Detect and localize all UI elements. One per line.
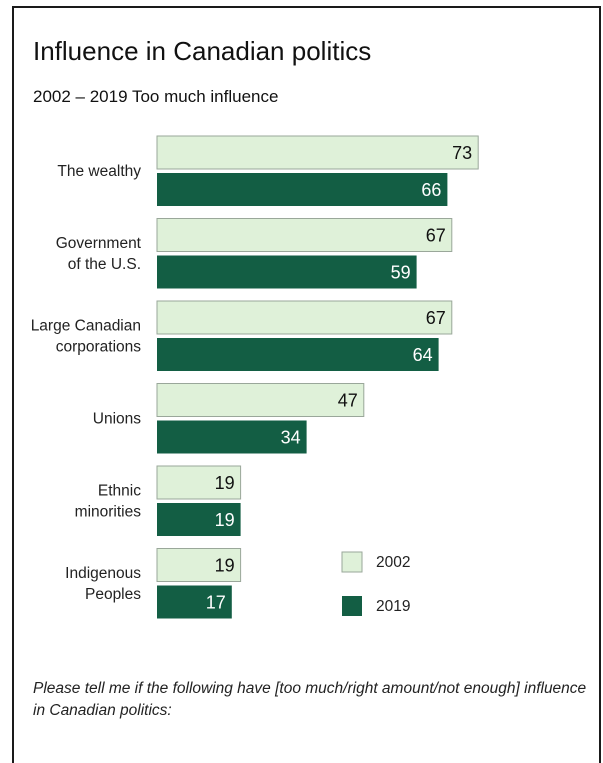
bar-group: Indigenous Peoples 19 17 (65, 548, 242, 619)
bar-2019 (157, 585, 232, 619)
bar-group: The wealthy 73 66 (57, 135, 479, 206)
category-label: Ethnic (98, 483, 141, 500)
chart-frame (12, 6, 601, 763)
bar-2002 (156, 218, 453, 252)
category-label: Peoples (85, 586, 141, 603)
bar-group: Unions 47 34 (93, 383, 365, 454)
value-label: 73 (452, 143, 472, 163)
bar-group: Government of the U.S. 67 59 (56, 218, 453, 289)
value-label: 17 (206, 593, 226, 613)
bar-2019 (157, 255, 417, 289)
value-label: 34 (281, 428, 301, 448)
value-label: 64 (413, 345, 433, 365)
category-label: Large Canadian (31, 318, 141, 335)
legend-swatch-2002 (341, 551, 363, 573)
category-label: minorities (75, 504, 142, 521)
bar-2002 (156, 135, 479, 170)
legend: 2002 2019 (341, 551, 410, 616)
value-label: 67 (426, 226, 446, 246)
value-label: 67 (426, 308, 446, 328)
value-label: 19 (215, 510, 235, 530)
footnote: Please tell me if the following have [to… (33, 680, 587, 719)
category-label: Indigenous (65, 565, 141, 582)
value-label: 19 (215, 473, 235, 493)
bar-2019 (157, 173, 448, 206)
value-label: 19 (215, 556, 235, 576)
chart-subtitle: 2002 – 2019 Too much influence (33, 87, 279, 106)
category-label: Government (56, 235, 142, 252)
chart-title: Influence in Canadian politics (33, 36, 372, 66)
bar-2002 (156, 548, 242, 582)
category-label: The wealthy (57, 163, 141, 180)
value-label: 59 (391, 263, 411, 283)
bar-2019 (157, 503, 241, 536)
bar-2019 (157, 338, 439, 371)
legend-label: 2019 (376, 598, 410, 615)
value-label: 47 (338, 391, 358, 411)
value-label: 66 (421, 180, 441, 200)
bar-2002 (156, 465, 242, 500)
bar-2019 (157, 420, 307, 454)
bar-group: Ethnic minorities 19 19 (75, 465, 242, 536)
bar-2002 (156, 300, 453, 335)
legend-swatch-2019 (342, 596, 362, 616)
legend-label: 2002 (376, 554, 410, 571)
category-label: Unions (93, 411, 141, 428)
bar-group: Large Canadian corporations 67 64 (31, 300, 453, 371)
category-label: corporations (56, 339, 142, 356)
category-label: of the U.S. (68, 256, 141, 273)
bar-2002 (156, 383, 365, 417)
